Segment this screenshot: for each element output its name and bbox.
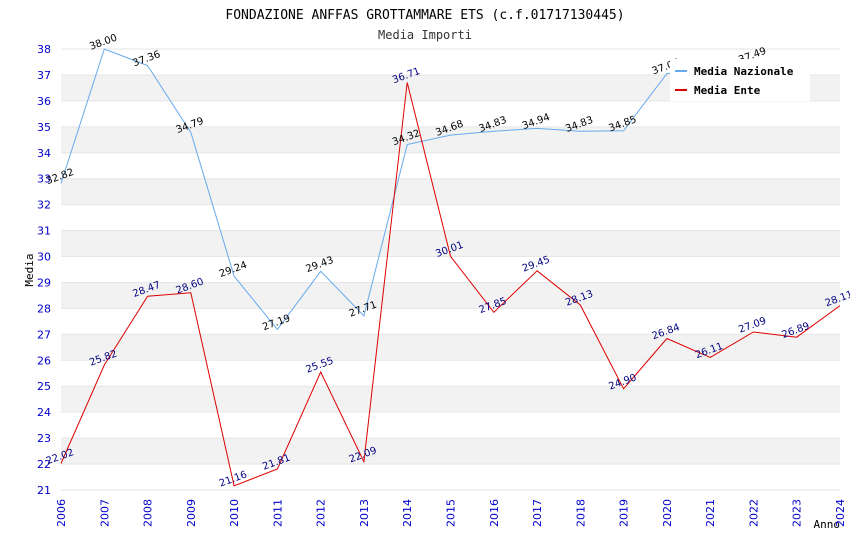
y-tick-label: 27 <box>37 328 51 341</box>
grid-band <box>61 230 840 257</box>
y-tick-label: 24 <box>37 406 51 419</box>
x-tick-label: 2012 <box>315 499 328 527</box>
grid-band <box>61 308 840 335</box>
grid-band <box>61 412 840 439</box>
y-tick-label: 29 <box>37 276 51 289</box>
x-tick-label: 2009 <box>185 499 198 527</box>
series-line <box>60 82 841 487</box>
y-tick-label: 32 <box>37 199 51 212</box>
x-tick-label: 2023 <box>791 499 804 527</box>
grid-band <box>61 386 840 413</box>
x-ticks: 2006 2007 2008 2009 2010 2011 2012 2013 2014 2015… <box>55 499 847 527</box>
x-tick-label: 2006 <box>55 499 68 527</box>
x-tick-label: 2016 <box>488 499 501 527</box>
y-tick-label: 28 <box>37 302 51 315</box>
x-tick-label: 2018 <box>574 499 587 527</box>
chart-subtitle: Media Importi <box>378 28 472 42</box>
x-tick-label: 2014 <box>401 499 414 527</box>
y-tick-label: 34 <box>37 147 51 160</box>
grid-band <box>61 100 840 127</box>
grid-band <box>61 334 840 361</box>
series-lines <box>60 48 841 487</box>
series-line <box>60 48 754 331</box>
grid-band <box>61 204 840 231</box>
grid-bands <box>61 48 840 491</box>
grid-band <box>61 360 840 387</box>
x-tick-label: 2015 <box>445 499 458 527</box>
y-tick-label: 33 <box>37 173 51 186</box>
grid-band <box>61 464 840 490</box>
y-tick-label: 37 <box>37 69 51 82</box>
grid-band <box>61 152 840 179</box>
x-tick-label: 2010 <box>228 499 241 527</box>
grid-band <box>61 256 840 283</box>
y-tick-label: 21 <box>37 484 51 497</box>
x-tick-label: 2013 <box>358 499 371 527</box>
y-tick-label: 26 <box>37 354 51 367</box>
legend-label: Media Nazionale <box>694 65 794 78</box>
x-tick-label: 2022 <box>747 499 760 527</box>
x-tick-label: 2024 <box>834 499 847 527</box>
x-tick-label: 2020 <box>661 499 674 527</box>
grid-band <box>61 438 840 465</box>
y-tick-label: 22 <box>37 458 51 471</box>
y-tick-label: 36 <box>37 95 51 108</box>
x-tick-label: 2021 <box>704 499 717 527</box>
x-axis-label: Anno <box>814 518 841 531</box>
legend-label: Media Ente <box>694 84 761 97</box>
chart-title: FONDAZIONE ANFFAS GROTTAMMARE ETS (c.f.0… <box>225 8 624 23</box>
x-tick-label: 2011 <box>271 499 284 527</box>
legend: Media Nazionale Media Ente <box>670 59 810 101</box>
y-axis-label: Media <box>23 253 36 286</box>
x-tick-label: 2019 <box>618 499 631 527</box>
legend-box <box>670 59 810 101</box>
grid-band <box>61 126 840 153</box>
grid-band <box>61 282 840 309</box>
y-tick-label: 23 <box>37 432 51 445</box>
y-tick-label: 38 <box>37 43 51 56</box>
y-tick-label: 30 <box>37 251 51 264</box>
y-tick-label: 31 <box>37 225 51 238</box>
x-tick-label: 2007 <box>98 499 111 527</box>
grid-band <box>61 178 840 205</box>
y-tick-label: 25 <box>37 380 51 393</box>
y-tick-label: 35 <box>37 121 51 134</box>
x-tick-label: 2008 <box>142 499 155 527</box>
y-ticks: 21 22 23 24 25 26 27 28 29 30 31 32 33 34 35 36 37 38 <box>37 43 51 497</box>
x-tick-label: 2017 <box>531 499 544 527</box>
